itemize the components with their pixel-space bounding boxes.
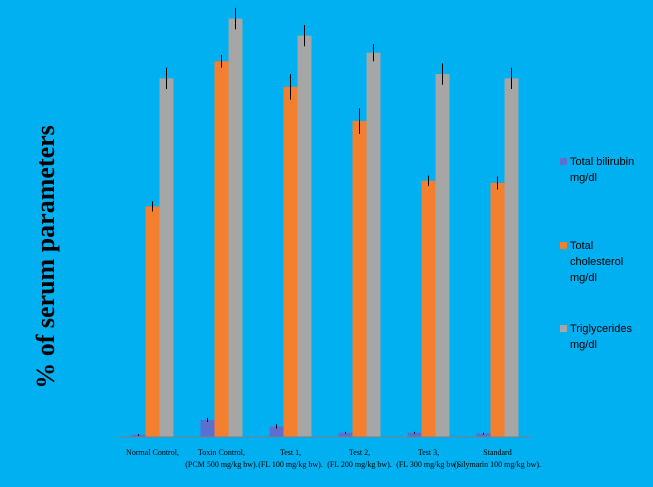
bar-series-0-category-5: [476, 433, 491, 437]
x-tick-label-2-line-0: Test 1,: [280, 448, 301, 457]
bars-layer: [131, 18, 519, 438]
bar-series-1-category-3: [352, 121, 367, 438]
y-axis-label: % of serum parameters: [31, 125, 60, 389]
x-tick-label-5-line-0: Standard: [483, 448, 511, 457]
x-tick-label-4-line-0: Test 3,: [418, 448, 439, 457]
x-tick-label-1-line-0: Toxin Control,: [198, 448, 245, 457]
bar-series-2-category-5: [504, 78, 519, 437]
bar-series-2-category-1: [228, 18, 243, 437]
legend-swatch-1: [560, 242, 567, 249]
x-tick-label-4-line-1: (FL 300 mg/kg bw).: [396, 460, 461, 469]
bar-series-2-category-2: [297, 35, 312, 438]
legend-label-2-line-0: Triglycerides: [570, 323, 632, 335]
legend-label-1-line-0: Total: [570, 240, 593, 252]
bar-series-1-category-4: [421, 180, 436, 438]
bar-series-0-category-0: [131, 434, 146, 437]
x-tick-label-2-line-1: (FL 100 mg/kg bw).: [258, 460, 323, 469]
x-tick-label-1-line-1: (PCM 500 mg/kg bw).: [185, 460, 257, 469]
x-tick-label-0-line-0: Normal Control,: [126, 448, 179, 457]
bar-series-0-category-3: [338, 432, 353, 437]
x-tick-label-3-line-1: (FL 200 mg/kg bw).: [327, 460, 392, 469]
bar-series-2-category-0: [159, 78, 174, 437]
bar-series-1-category-1: [214, 61, 229, 438]
bar-series-0-category-1: [200, 419, 215, 437]
bar-series-2-category-3: [366, 52, 381, 437]
error-bars-layer: [138, 7, 512, 436]
bar-series-1-category-5: [490, 182, 505, 437]
bar-series-0-category-4: [407, 432, 422, 437]
legend-label-2-line-1: mg/dl: [570, 339, 597, 351]
bar-series-0-category-2: [269, 426, 284, 437]
bar-series-1-category-2: [283, 86, 298, 438]
legend-label-1-line-1: cholesterol: [570, 256, 623, 268]
x-tick-label-5-line-1: (Silymarin 100 mg/kg bw).: [454, 460, 541, 469]
legend-label-0-line-1: mg/dl: [570, 172, 597, 184]
legend-swatch-2: [560, 325, 567, 332]
legend-swatch-0: [560, 158, 567, 165]
x-tick-labels: Normal Control, Toxin Control, (PCM 500 mg…: [126, 448, 541, 469]
legend-label-0-line-0: Total bilirubin: [570, 156, 634, 168]
x-tick-label-3-line-0: Test 2,: [349, 448, 370, 457]
bar-series-1-category-0: [145, 206, 160, 437]
legend: Total bilirubin mg/dl Total cholesterol mg/d…: [560, 156, 634, 351]
bar-series-2-category-4: [435, 74, 450, 438]
legend-label-1-line-2: mg/dl: [570, 272, 597, 284]
